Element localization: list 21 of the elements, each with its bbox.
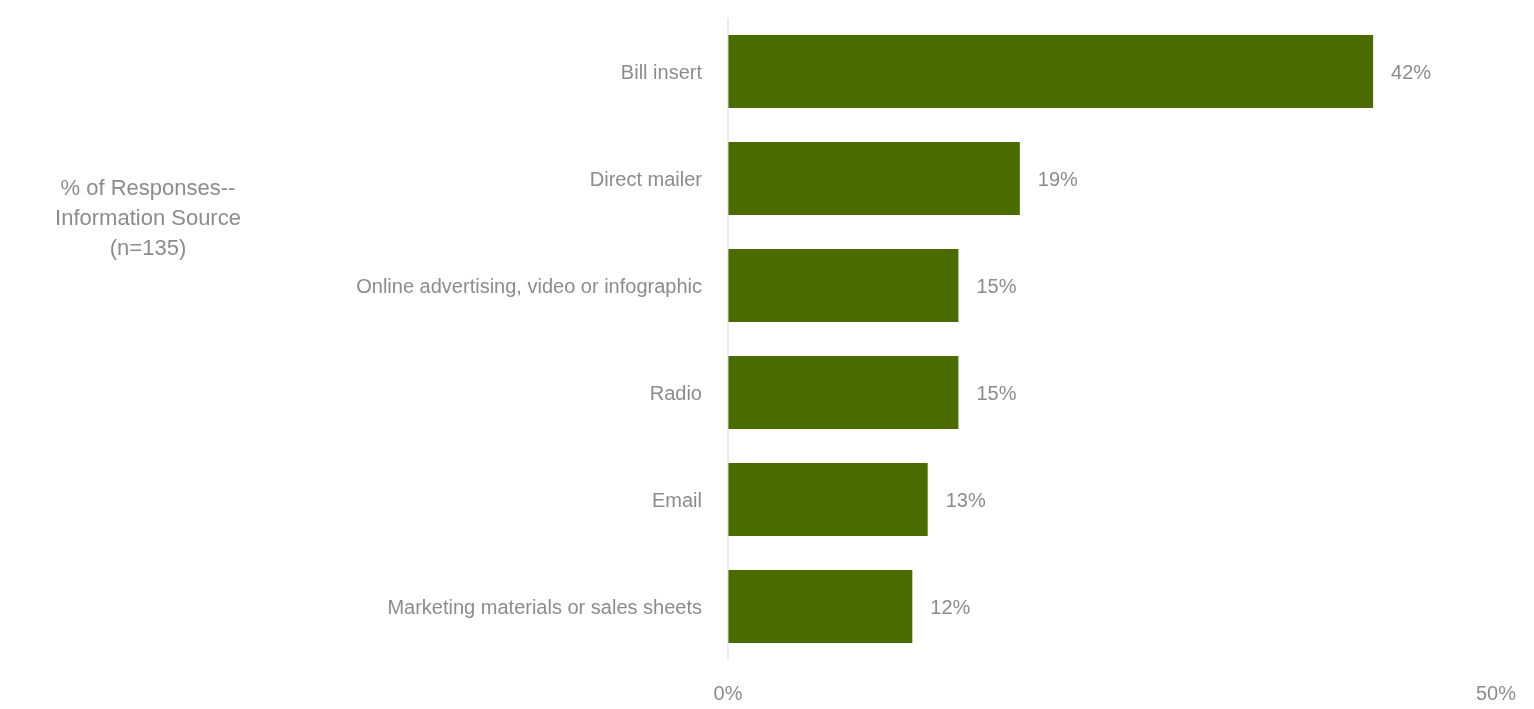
x-tick-label: 0% <box>713 682 743 705</box>
data-label: 19% <box>1037 167 1079 190</box>
data-label: 15% <box>976 381 1017 404</box>
x-tick-label: 50% <box>1475 682 1517 705</box>
bar <box>728 249 959 323</box>
bar <box>728 142 1020 216</box>
y-tick-label: Bill insert <box>620 60 703 83</box>
data-label: 13% <box>945 488 986 511</box>
y-tick-label: Direct mailer <box>589 167 703 190</box>
y-tick-label: Email <box>651 488 702 511</box>
data-label: 42% <box>1391 60 1432 83</box>
bar <box>728 356 959 430</box>
data-label: 15% <box>976 274 1017 297</box>
bar <box>728 570 913 644</box>
bar <box>728 463 928 537</box>
y-tick-label: Online advertising, video or infographic <box>356 274 702 297</box>
y-tick-label: Marketing materials or sales sheets <box>387 595 702 618</box>
text: % of Responses--Information Source (n=135) <box>54 174 242 262</box>
data-label: 12% <box>930 595 971 618</box>
y-tick-label: Radio <box>649 381 702 404</box>
bar <box>728 35 1374 109</box>
